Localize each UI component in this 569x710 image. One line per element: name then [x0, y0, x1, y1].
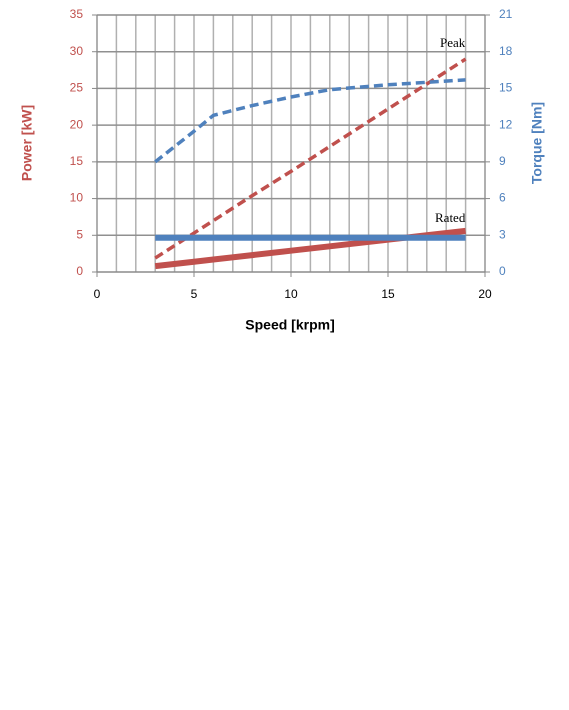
plot-frame [96, 14, 486, 273]
y-tick-label: 0 [76, 264, 83, 278]
y-tick-label: 25 [70, 81, 84, 95]
x-tick-label: 10 [284, 287, 298, 301]
y-tick-label: 10 [70, 191, 84, 205]
x-tick-label: 15 [381, 287, 395, 301]
annotation: Peak [440, 35, 466, 50]
series-line [154, 78, 466, 164]
y2-tick-label: 12 [499, 117, 513, 131]
y2-tick-label: 9 [499, 154, 506, 168]
y-axis-title: Power [kW] [19, 105, 35, 181]
y2-tick-label: 21 [499, 7, 513, 21]
series-line [154, 57, 467, 260]
y-tick-label: 35 [70, 7, 84, 21]
y-tick-label: 5 [76, 227, 83, 241]
y2-tick-label: 15 [499, 81, 513, 95]
annotation: Rated [435, 210, 466, 225]
y-tick-label: 30 [70, 44, 84, 58]
x-tick-label: 0 [94, 287, 101, 301]
x-tick-label: 5 [191, 287, 198, 301]
y-tick-label: 20 [70, 117, 84, 131]
x-tick-label: 20 [478, 287, 492, 301]
x-axis-title: Speed [krpm] [245, 317, 334, 333]
y2-tick-label: 0 [499, 264, 506, 278]
y2-axis-title: Torque [Nm] [529, 102, 545, 184]
y-tick-label: 15 [70, 154, 84, 168]
y2-tick-label: 6 [499, 191, 506, 205]
y2-tick-label: 3 [499, 227, 506, 241]
y2-tick-label: 18 [499, 44, 513, 58]
